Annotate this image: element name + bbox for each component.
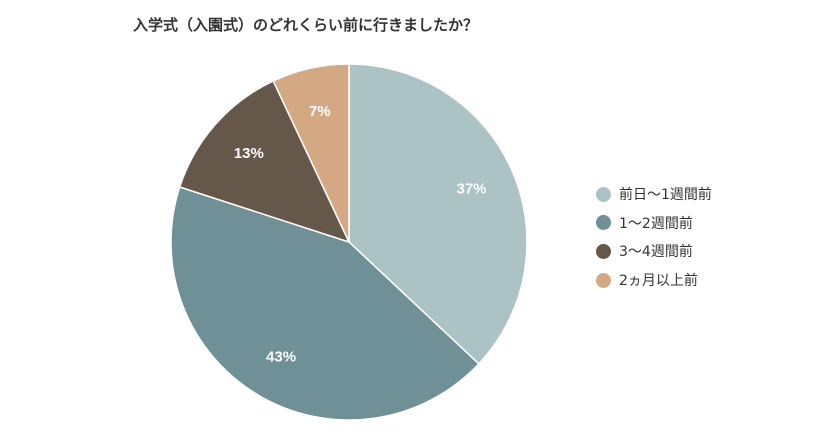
pie-slice-1[interactable] — [348, 63, 528, 365]
slice-value-label-4: 7% — [309, 103, 331, 120]
legend-item-4[interactable]: 2ヵ月以上前 — [596, 272, 712, 290]
legend-swatch-1 — [596, 186, 611, 202]
legend-label-1: 前日～1週間前 — [619, 187, 712, 203]
legend-label-4: 2ヵ月以上前 — [619, 273, 698, 290]
pie-slice-4[interactable] — [272, 63, 350, 243]
slice-value-label-2: 43% — [266, 348, 296, 365]
legend-item-2[interactable]: 1～2週間前 — [596, 215, 712, 232]
legend-item-3[interactable]: 3～4週間前 — [596, 243, 712, 261]
slice-value-label-1: 37% — [457, 180, 487, 197]
pie-slice-3[interactable] — [178, 79, 351, 244]
legend-label-3: 3～4週間前 — [619, 244, 693, 261]
chart-title: 入学式（入園式）のどれくらい前に行きましたか？ — [133, 16, 479, 34]
legend-swatch-3 — [596, 243, 611, 259]
slice-value-label-3: 13% — [234, 145, 264, 162]
legend-swatch-4 — [596, 272, 611, 288]
legend: 前日～1週間前 1～2週間前 3～4週間前 2ヵ月以上前 — [596, 186, 712, 301]
legend-swatch-2 — [596, 215, 611, 231]
legend-item-1[interactable]: 前日～1週間前 — [596, 186, 712, 203]
legend-label-2: 1～2週間前 — [619, 215, 693, 232]
pie-slice-2[interactable] — [170, 186, 480, 421]
